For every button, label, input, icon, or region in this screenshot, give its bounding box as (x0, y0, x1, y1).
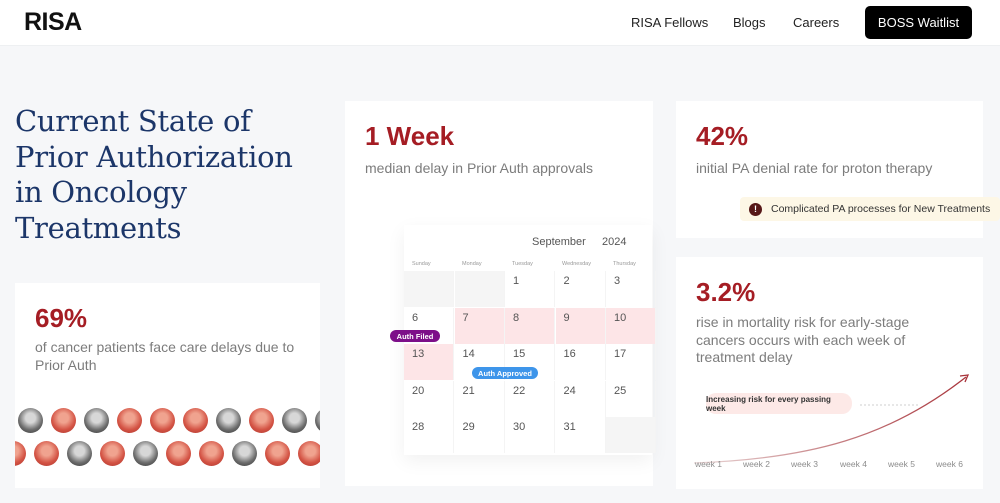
page-title: Current State of Prior Authorization in … (15, 104, 325, 246)
nav-link-blogs[interactable]: Blogs (733, 15, 766, 30)
calendar-day: 1 (505, 271, 555, 307)
calendar-day: 25 (606, 380, 656, 417)
patient-avatar (15, 441, 26, 466)
patient-avatar (18, 408, 43, 433)
calendar-day (454, 271, 505, 307)
calendar-day: 21 (455, 380, 505, 417)
calendar-day: 14 (455, 344, 505, 380)
boss-waitlist-button[interactable]: BOSS Waitlist (865, 6, 972, 39)
auth-filed-badge: Auth Filed (390, 330, 440, 342)
patient-avatar (100, 441, 125, 466)
day-of-week: Tuesday (512, 261, 533, 267)
calendar-day: 31 (556, 417, 606, 453)
risk-curve-icon (693, 374, 970, 464)
denial-rate-card: 42% initial PA denial rate for proton th… (676, 101, 1000, 238)
title-line: Current State of (15, 104, 251, 138)
patient-avatar (199, 441, 224, 466)
week-label: week 6 (936, 459, 963, 469)
patient-avatar (84, 408, 109, 433)
warning-text: Complicated PA processes for New Treatme… (771, 203, 991, 215)
calendar-day: 24 (556, 380, 606, 417)
day-of-week: Sunday (412, 261, 431, 267)
patient-avatar (282, 408, 307, 433)
auth-approved-badge: Auth Approved (472, 367, 538, 379)
patient-avatar (216, 408, 241, 433)
patient-avatar (117, 408, 142, 433)
calendar-day: 2 (556, 271, 606, 307)
patient-avatars (15, 408, 320, 478)
mortality-risk-card: 3.2% rise in mortality risk for early-st… (676, 257, 983, 489)
title-line: in Oncology (15, 175, 187, 209)
nav-link-fellows[interactable]: RISA Fellows (631, 15, 709, 30)
calendar-day: 6 (404, 307, 454, 344)
calendar-day: 16 (556, 344, 606, 380)
risk-label-badge: Increasing risk for every passing week (706, 393, 852, 414)
patient-avatar (249, 408, 274, 433)
week-label: week 4 (840, 459, 867, 469)
calendar-day: 15 (505, 344, 555, 380)
title-line: Treatments (15, 210, 182, 245)
stat-description: median delay in Prior Auth approvals (365, 160, 594, 176)
top-nav: RISA RISA Fellows Blogs Careers BOSS Wai… (0, 0, 1000, 46)
stat-value: 3.2% (696, 277, 756, 307)
warning-banner: ! Complicated PA processes for New Treat… (740, 197, 1000, 221)
approval-delay-card: 1 Week median delay in Prior Auth approv… (345, 101, 656, 486)
patient-avatar (133, 441, 158, 466)
patient-avatar (150, 408, 175, 433)
patient-avatar (51, 408, 76, 433)
calendar-day: 7 (454, 307, 505, 344)
patient-avatar (183, 408, 208, 433)
patient-avatar (67, 441, 92, 466)
stat-description: of cancer patients face care delays due … (35, 339, 295, 373)
calendar-day: 13 (404, 344, 454, 380)
calendar-day (606, 417, 656, 453)
patient-avatar (315, 408, 320, 433)
calendar-day: 10 (606, 307, 656, 344)
calendar-day: 20 (404, 380, 454, 417)
calendar-day: 3 (606, 271, 656, 307)
calendar-day: 30 (505, 417, 555, 453)
patient-avatar (298, 441, 320, 466)
calendar-day: 28 (404, 417, 454, 453)
day-of-week: Wednesday (562, 261, 591, 267)
calendar-day: 17 (606, 344, 656, 380)
week-label: week 1 (695, 459, 722, 469)
calendar-month: September (532, 236, 586, 248)
patients-delay-card: 69% of cancer patients face care delays … (15, 283, 320, 488)
calendar-day: 8 (505, 307, 555, 344)
calendar-day: 29 (455, 417, 505, 453)
stat-value: 42% (696, 121, 749, 151)
patient-avatar (232, 441, 257, 466)
calendar-day (404, 271, 454, 307)
week-label: week 3 (791, 459, 818, 469)
patient-avatar (166, 441, 191, 466)
calendar: September 2024 Sunday Monday Tuesday Wed… (390, 225, 656, 455)
week-label: week 2 (743, 459, 770, 469)
day-of-week: Monday (462, 261, 482, 267)
risa-logo[interactable]: RISA (24, 8, 82, 36)
calendar-day: 9 (555, 307, 606, 344)
exclamation-icon: ! (749, 202, 762, 216)
patient-avatar (34, 441, 59, 466)
nav-link-careers[interactable]: Careers (793, 15, 840, 30)
patient-avatar (265, 441, 290, 466)
title-line: Prior Authorization (15, 139, 293, 174)
day-of-week: Thursday (613, 261, 636, 267)
stat-description: rise in mortality risk for early-stage c… (696, 314, 910, 365)
stat-value: 1 Week (365, 121, 455, 151)
stat-value: 69% (35, 303, 88, 333)
week-label: week 5 (888, 459, 915, 469)
stat-description: initial PA denial rate for proton therap… (696, 160, 933, 176)
calendar-day: 22 (505, 380, 555, 417)
calendar-year: 2024 (602, 236, 627, 248)
